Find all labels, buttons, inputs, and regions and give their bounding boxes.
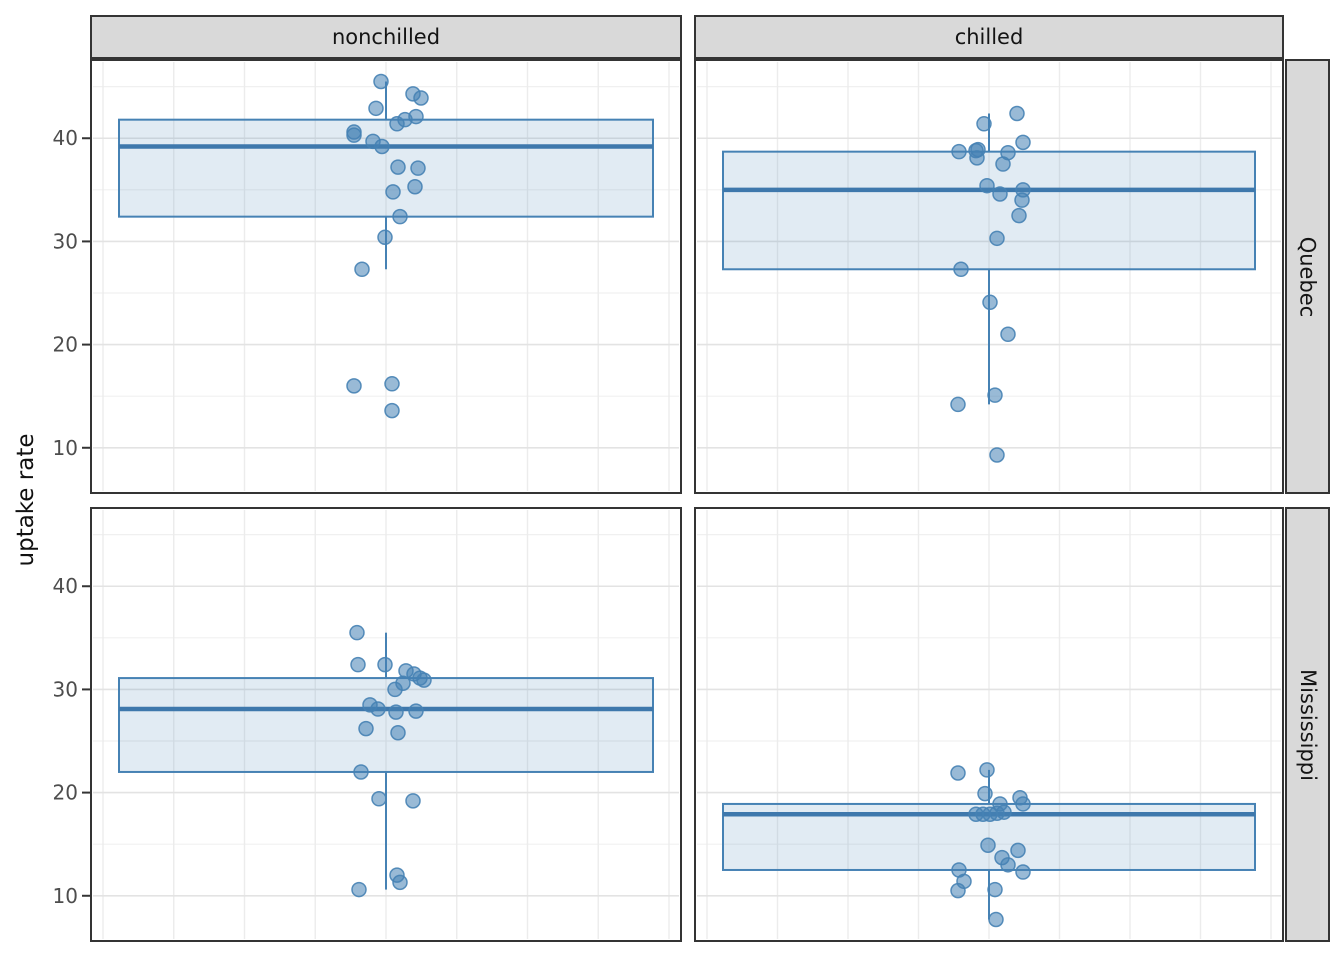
jitter-point	[390, 725, 406, 741]
jitter-point	[407, 178, 423, 195]
jitter-point	[980, 837, 996, 853]
y-tick-label: 40	[53, 126, 78, 150]
jitter-point	[371, 791, 387, 807]
jitter-point	[373, 73, 389, 90]
facet-strip-chilled: chilled	[694, 15, 1284, 59]
jitter-point	[987, 881, 1003, 898]
jitter-point	[349, 624, 365, 641]
jitter-point	[385, 184, 401, 200]
jitter-point	[413, 90, 429, 106]
jitter-point	[989, 447, 1005, 463]
facet-strip-nonchilled-label: nonchilled	[331, 25, 441, 49]
jitter-point	[390, 159, 406, 175]
jitter-point	[988, 911, 1004, 928]
jitter-point	[358, 720, 374, 737]
jitter-point	[987, 387, 1003, 403]
jitter-point	[388, 704, 404, 720]
jitter-point	[1015, 864, 1031, 880]
jitter-point	[368, 100, 384, 117]
facet-strip-quebec: Quebec	[1285, 59, 1330, 494]
jitter-point	[353, 764, 369, 780]
jitter-point	[953, 261, 969, 278]
jitter-point	[384, 402, 400, 419]
jitter-point	[392, 208, 408, 225]
facet-strip-chilled-label: chilled	[954, 25, 1024, 49]
y-axis-title: uptake rate	[13, 433, 39, 567]
jitter-point	[1000, 326, 1016, 343]
panel-border-mississippi-nonchilled	[90, 507, 682, 942]
jitter-point	[1010, 842, 1026, 859]
jitter-point	[408, 703, 424, 719]
jitter-point	[982, 806, 998, 823]
boxplot-box	[118, 118, 654, 218]
jitter-point	[1015, 134, 1031, 151]
jitter-point	[405, 793, 421, 809]
jitter-point	[979, 762, 995, 778]
jitter-point	[995, 156, 1011, 172]
jitter-point	[370, 701, 386, 717]
panel-border-mississippi-chilled	[694, 507, 1284, 942]
panel-border-quebec-chilled	[694, 59, 1284, 494]
jitter-point	[1009, 105, 1025, 122]
y-tick-label: 40	[53, 574, 78, 598]
jitter-point	[977, 785, 993, 802]
jitter-point	[384, 376, 400, 392]
y-tick-label: 30	[53, 677, 78, 701]
jitter-point	[346, 127, 362, 143]
jitter-point	[989, 230, 1005, 247]
y-tick-label: 20	[53, 781, 78, 805]
jitter-point	[389, 116, 405, 132]
boxplot-box	[118, 677, 654, 773]
jitter-point	[377, 656, 393, 673]
jitter-point	[351, 881, 367, 898]
boxplot-box	[722, 150, 1256, 271]
facet-strip-mississippi: Mississippi	[1285, 507, 1330, 942]
y-tick-label: 10	[53, 436, 78, 460]
jitter-point	[377, 229, 393, 246]
facet-strip-nonchilled: nonchilled	[90, 15, 682, 59]
jitter-point	[982, 294, 998, 311]
facet-strip-quebec-label: Quebec	[1295, 236, 1320, 317]
jitter-point	[1011, 207, 1027, 224]
jitter-point	[950, 882, 966, 899]
jitter-point	[350, 656, 366, 673]
jitter-point	[976, 116, 992, 132]
jitter-point	[951, 143, 967, 160]
facet-strip-mississippi-label: Mississippi	[1295, 668, 1320, 781]
jitter-point	[1015, 796, 1031, 812]
jitter-point	[392, 874, 408, 891]
y-tick-label: 20	[53, 333, 78, 357]
jitter-point	[950, 765, 966, 781]
jitter-point	[416, 672, 432, 688]
jitter-point	[1000, 857, 1016, 873]
jitter-point	[1014, 192, 1030, 208]
y-tick-label: 30	[53, 229, 78, 253]
jitter-point	[346, 378, 362, 394]
jitter-point	[969, 150, 985, 166]
y-tick-label: 10	[53, 884, 78, 908]
jitter-point	[950, 396, 966, 413]
jitter-point	[354, 261, 370, 278]
jitter-point	[410, 160, 426, 176]
jitter-point	[979, 177, 995, 194]
panel-border-quebec-nonchilled	[90, 59, 682, 494]
jitter-point	[374, 138, 390, 155]
jitter-point	[992, 186, 1008, 202]
jitter-point	[387, 681, 403, 698]
